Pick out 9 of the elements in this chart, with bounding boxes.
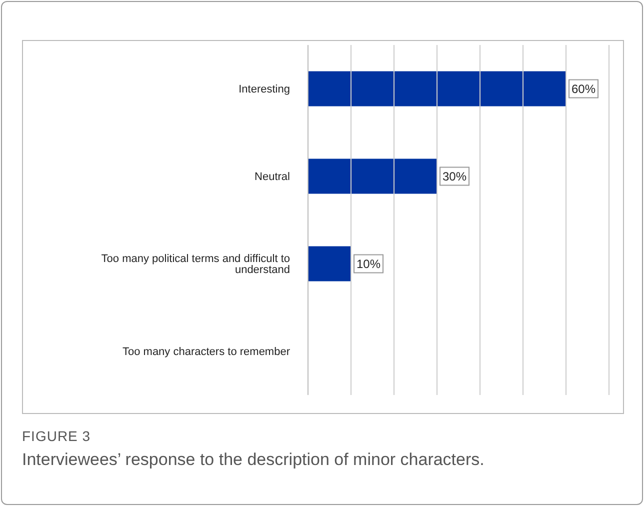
y-tick-label: Neutral bbox=[254, 171, 290, 184]
y-tick-label: Interesting bbox=[238, 84, 290, 96]
data-label: 30% bbox=[442, 169, 467, 184]
data-label: 10% bbox=[356, 256, 381, 271]
text: Interviewees’ response to the description of minor characters. bbox=[22, 450, 484, 470]
y-tick-label: Too many characters to remember bbox=[122, 346, 290, 358]
caption: FIGURE 3 bbox=[22, 428, 91, 444]
data-label: 60% bbox=[571, 82, 596, 96]
y-tick-label: Too many political terms and difficult to understand bbox=[101, 253, 290, 276]
